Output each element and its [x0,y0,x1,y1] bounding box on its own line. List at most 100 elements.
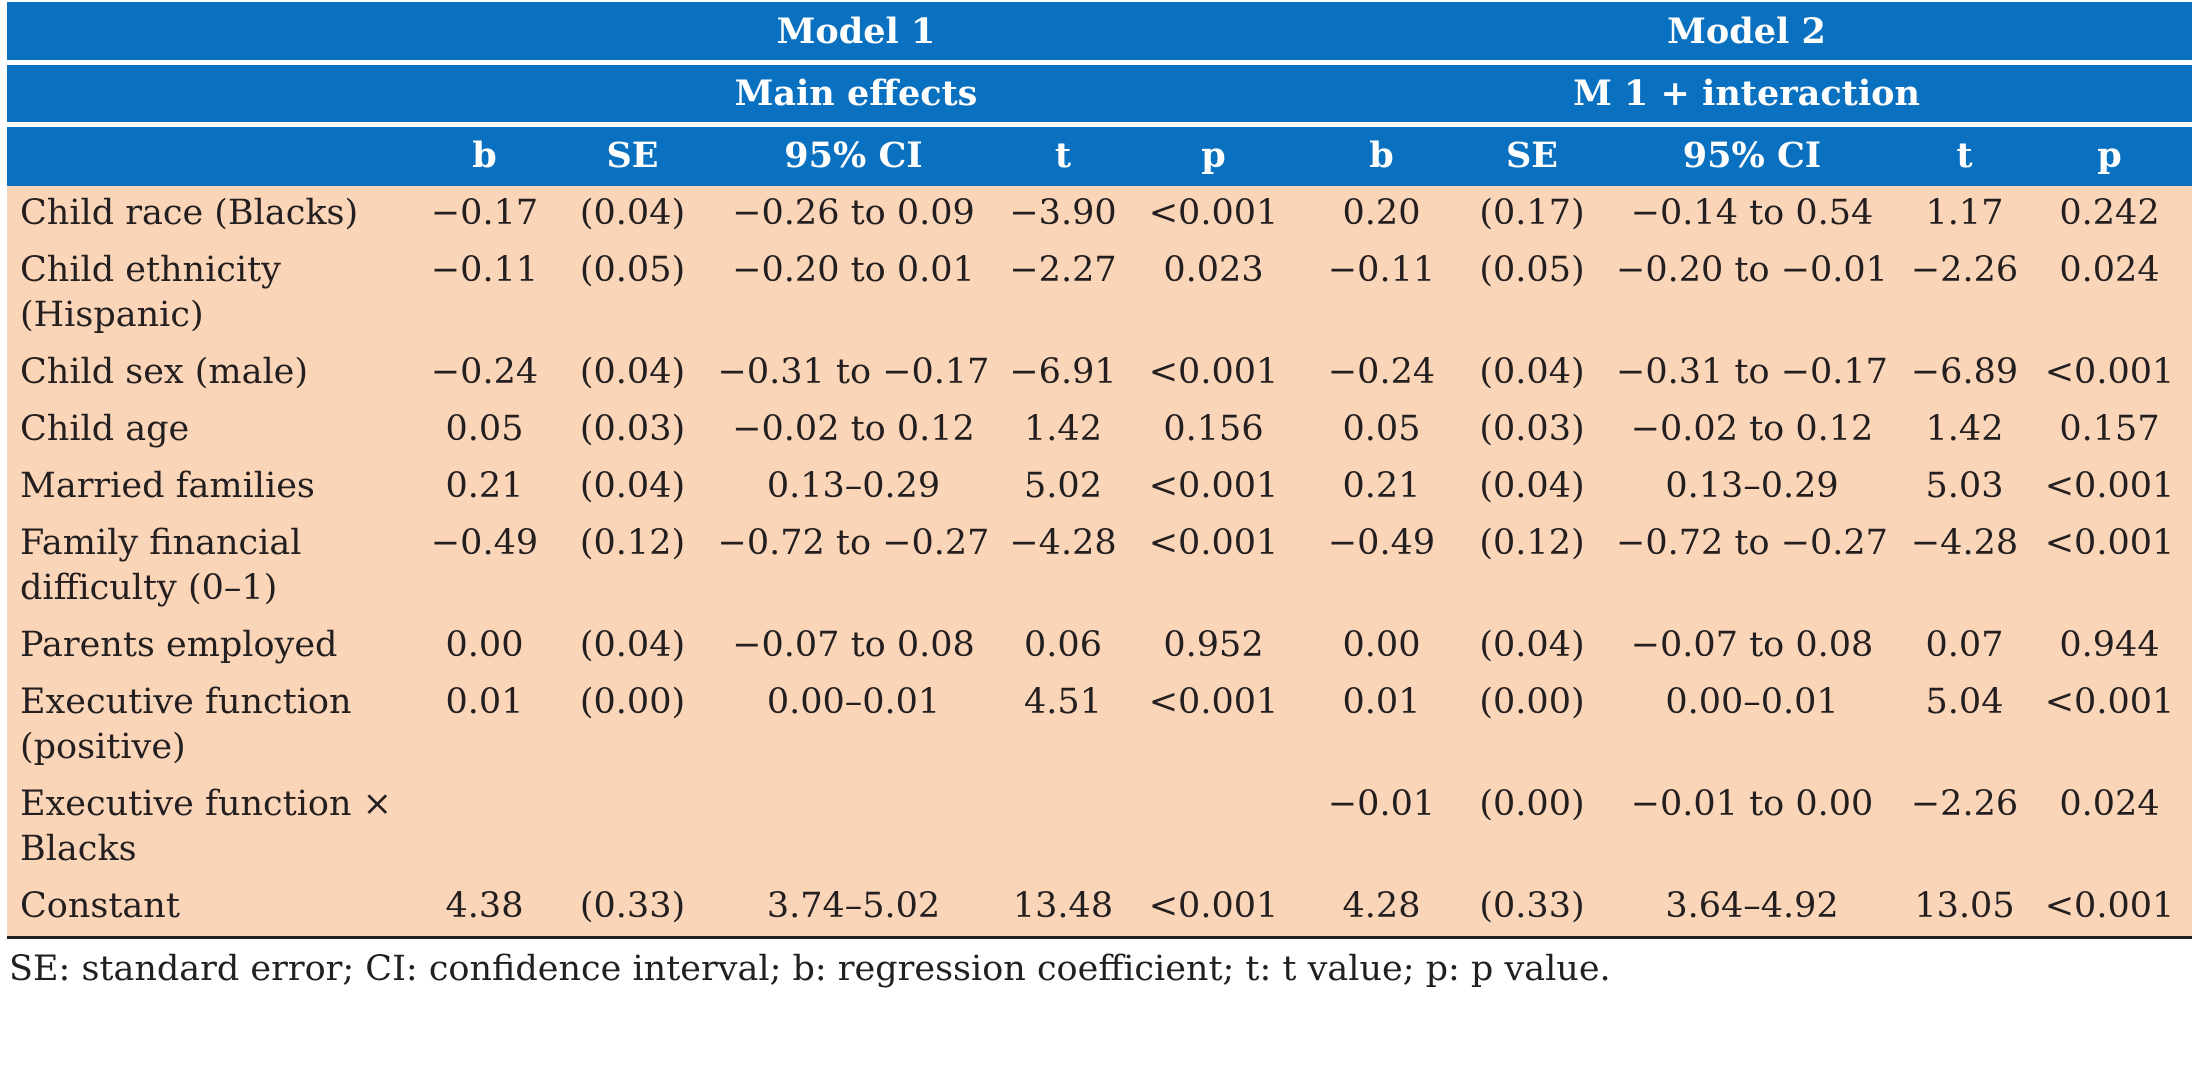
row-label: Constant [7,879,411,939]
cell-m1-b: 0.00 [411,618,558,675]
subtitle-header-row: Main effects M 1 + interaction [7,62,2192,127]
table-body: Child race (Blacks) −0.17 (0.04) −0.26 to 0… [7,185,2192,939]
col-header-t: t [1000,124,1126,186]
cell-m2-ci: −0.31 to −0.17 [1602,345,1902,402]
cell-m1-t: 0.06 [1000,618,1126,675]
header-empty-cell [7,62,411,127]
col-header-b: b [411,124,558,186]
table-row: Executive function (positive) 0.01 (0.00) 0… [7,675,2192,777]
row-label: Child ethnicity (Hispanic) [7,243,411,345]
cell-m1-ci: −0.26 to 0.09 [707,185,1000,243]
cell-m2-t: 5.04 [1902,675,2027,777]
cell-m2-se: (0.33) [1462,879,1602,939]
col-header-p: p [1126,124,1301,186]
model-header-row: Model 1 Model 2 [7,2,2192,65]
cell-m2-se: (0.04) [1462,459,1602,516]
table-row: Child age 0.05 (0.03) −0.02 to 0.12 1.42 0.15… [7,402,2192,459]
cell-m1-b: 4.38 [411,879,558,939]
cell-m1-p: <0.001 [1126,185,1301,243]
cell-m2-b: −0.11 [1301,243,1462,345]
cell-m1-p: 0.952 [1126,618,1301,675]
cell-m2-b: −0.24 [1301,345,1462,402]
table-row: Parents employed 0.00 (0.04) −0.07 to 0.08 0… [7,618,2192,675]
cell-m1-p: 0.023 [1126,243,1301,345]
cell-m1-b [411,777,558,879]
row-label: Married families [7,459,411,516]
cell-m1-ci: 3.74–5.02 [707,879,1000,939]
cell-m2-b: −0.49 [1301,516,1462,618]
table-header: Model 1 Model 2 Main effects M 1 + inter… [7,2,2192,186]
cell-m1-t: −2.27 [1000,243,1126,345]
cell-m2-p: 0.157 [2027,402,2192,459]
cell-m2-b: 0.00 [1301,618,1462,675]
cell-m2-ci: 0.00–0.01 [1602,675,1902,777]
cell-m1-p: <0.001 [1126,345,1301,402]
cell-m2-ci: −0.72 to −0.27 [1602,516,1902,618]
table-footnote: SE: standard error; CI: confidence inter… [9,949,1611,989]
cell-m2-se: (0.04) [1462,345,1602,402]
cell-m1-b: 0.01 [411,675,558,777]
cell-m2-p: <0.001 [2027,459,2192,516]
cell-m2-se: (0.17) [1462,185,1602,243]
row-label: Child age [7,402,411,459]
cell-m1-se: (0.03) [558,402,707,459]
cell-m2-ci: −0.20 to −0.01 [1602,243,1902,345]
cell-m1-ci: −0.07 to 0.08 [707,618,1000,675]
table-row: Constant 4.38 (0.33) 3.74–5.02 13.48 <0.001 4.… [7,879,2192,939]
cell-m1-t [1000,777,1126,879]
cell-m1-se: (0.04) [558,618,707,675]
row-label: Family financial difficulty (0–1) [7,516,411,618]
cell-m1-b: 0.21 [411,459,558,516]
cell-m2-ci: −0.14 to 0.54 [1602,185,1902,243]
table-row: Child sex (male) −0.24 (0.04) −0.31 to −0.1… [7,345,2192,402]
cell-m2-se: (0.00) [1462,675,1602,777]
cell-m1-b: −0.11 [411,243,558,345]
cell-m2-b: 0.05 [1301,402,1462,459]
model-1-subtitle: Main effects [411,62,1301,127]
cell-m1-b: −0.24 [411,345,558,402]
cell-m1-se [558,777,707,879]
model-2-subtitle: M 1 + interaction [1301,62,2192,127]
cell-m2-p: <0.001 [2027,516,2192,618]
header-empty-cell [7,124,411,186]
cell-m2-b: −0.01 [1301,777,1462,879]
cell-m2-t: −2.26 [1902,777,2027,879]
cell-m1-ci: −0.02 to 0.12 [707,402,1000,459]
header-empty-cell [7,2,411,65]
cell-m2-se: (0.00) [1462,777,1602,879]
table-row: Child race (Blacks) −0.17 (0.04) −0.26 to 0… [7,185,2192,243]
table-row: Married families 0.21 (0.04) 0.13–0.29 5.02 <… [7,459,2192,516]
cell-m2-ci: −0.01 to 0.00 [1602,777,1902,879]
col-header-p: p [2027,124,2192,186]
cell-m1-ci: 0.13–0.29 [707,459,1000,516]
cell-m2-se: (0.04) [1462,618,1602,675]
cell-m2-p: <0.001 [2027,345,2192,402]
cell-m2-se: (0.03) [1462,402,1602,459]
col-header-se: SE [1462,124,1602,186]
cell-m2-p: 0.944 [2027,618,2192,675]
table-row: Child ethnicity (Hispanic) −0.11 (0.05) −0.… [7,243,2192,345]
cell-m1-t: −4.28 [1000,516,1126,618]
cell-m2-b: 0.20 [1301,185,1462,243]
regression-table-container: Model 1 Model 2 Main effects M 1 + inter… [7,2,2192,989]
cell-m1-p: <0.001 [1126,516,1301,618]
col-header-ci: 95% CI [1602,124,1902,186]
table-row: Executive function × Blacks −0.01 (0.00) −0… [7,777,2192,879]
cell-m1-se: (0.04) [558,459,707,516]
cell-m1-ci: −0.72 to −0.27 [707,516,1000,618]
cell-m1-se: (0.33) [558,879,707,939]
row-label: Executive function × Blacks [7,777,411,879]
cell-m2-t: −4.28 [1902,516,2027,618]
cell-m1-p: <0.001 [1126,879,1301,939]
cell-m2-ci: 0.13–0.29 [1602,459,1902,516]
cell-m1-ci: −0.20 to 0.01 [707,243,1000,345]
cell-m2-p: 0.242 [2027,185,2192,243]
cell-m2-se: (0.12) [1462,516,1602,618]
cell-m1-p: 0.156 [1126,402,1301,459]
row-label: Child sex (male) [7,345,411,402]
cell-m1-b: −0.17 [411,185,558,243]
cell-m1-se: (0.00) [558,675,707,777]
cell-m1-se: (0.05) [558,243,707,345]
cell-m2-b: 0.21 [1301,459,1462,516]
cell-m2-p: <0.001 [2027,879,2192,939]
